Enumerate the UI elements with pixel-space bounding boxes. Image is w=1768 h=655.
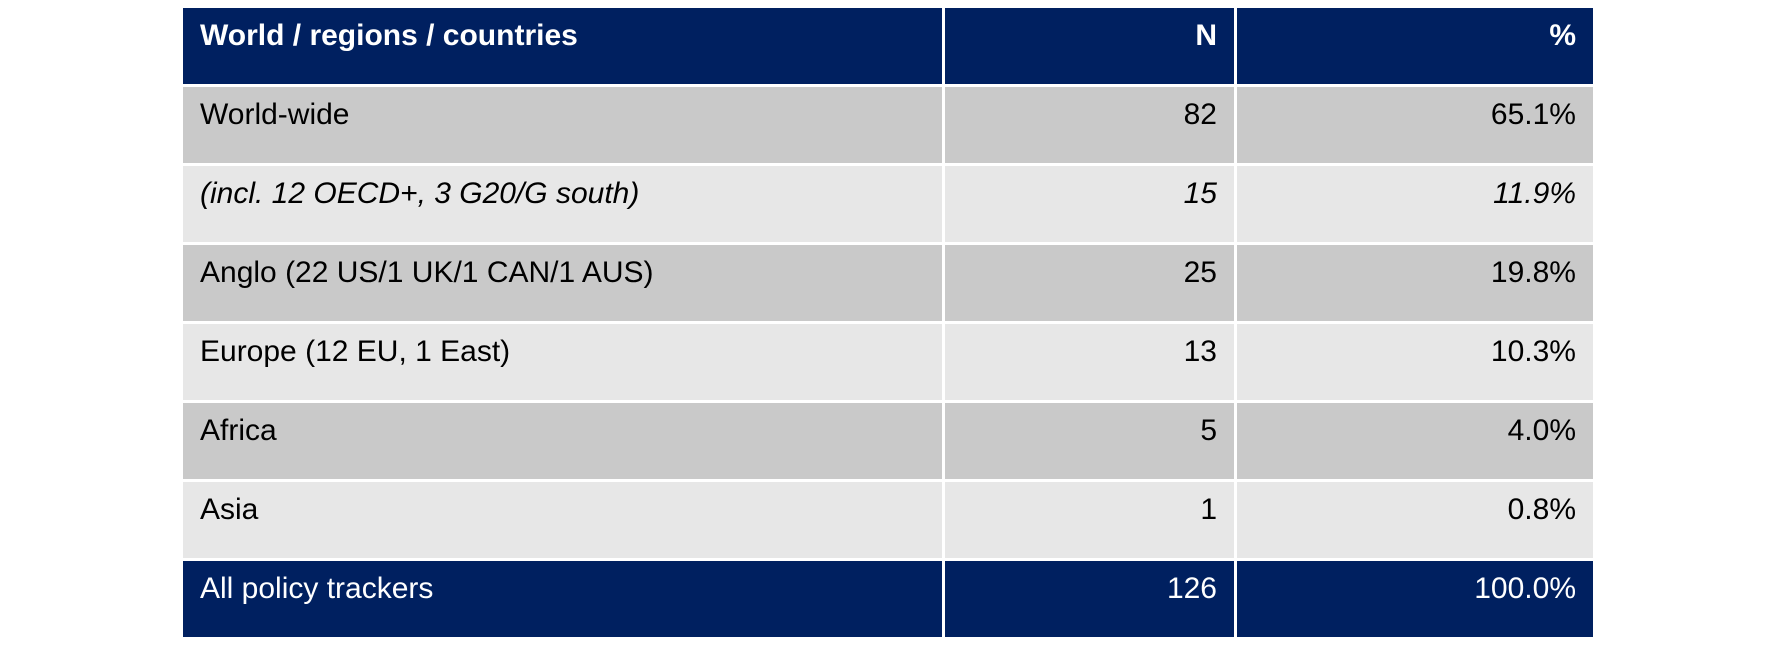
row-n: 5 <box>945 403 1237 482</box>
header-n: N <box>945 8 1237 87</box>
policy-trackers-table: World / regions / countries N % World-wi… <box>183 8 1593 637</box>
total-label: All policy trackers <box>183 561 945 637</box>
table-row: Asia 1 0.8% <box>183 482 1593 561</box>
table-row: Europe (12 EU, 1 East) 13 10.3% <box>183 324 1593 403</box>
total-n: 126 <box>945 561 1237 637</box>
header-region: World / regions / countries <box>183 8 945 87</box>
row-percent: 19.8% <box>1237 245 1593 324</box>
row-n: 1 <box>945 482 1237 561</box>
row-n: 15 <box>945 166 1237 245</box>
row-percent: 0.8% <box>1237 482 1593 561</box>
row-n: 82 <box>945 87 1237 166</box>
row-label: Asia <box>183 482 945 561</box>
table-row: Anglo (22 US/1 UK/1 CAN/1 AUS) 25 19.8% <box>183 245 1593 324</box>
table-row: Africa 5 4.0% <box>183 403 1593 482</box>
row-percent: 4.0% <box>1237 403 1593 482</box>
table-total-row: All policy trackers 126 100.0% <box>183 561 1593 637</box>
table-row: (incl. 12 OECD+, 3 G20/G south) 15 11.9% <box>183 166 1593 245</box>
table-header-row: World / regions / countries N % <box>183 8 1593 87</box>
row-label: Anglo (22 US/1 UK/1 CAN/1 AUS) <box>183 245 945 324</box>
row-n: 25 <box>945 245 1237 324</box>
header-percent: % <box>1237 8 1593 87</box>
row-percent: 11.9% <box>1237 166 1593 245</box>
row-label: (incl. 12 OECD+, 3 G20/G south) <box>183 166 945 245</box>
total-percent: 100.0% <box>1237 561 1593 637</box>
row-n: 13 <box>945 324 1237 403</box>
row-label: Africa <box>183 403 945 482</box>
row-percent: 65.1% <box>1237 87 1593 166</box>
row-label: World-wide <box>183 87 945 166</box>
row-percent: 10.3% <box>1237 324 1593 403</box>
table-row: World-wide 82 65.1% <box>183 87 1593 166</box>
row-label: Europe (12 EU, 1 East) <box>183 324 945 403</box>
